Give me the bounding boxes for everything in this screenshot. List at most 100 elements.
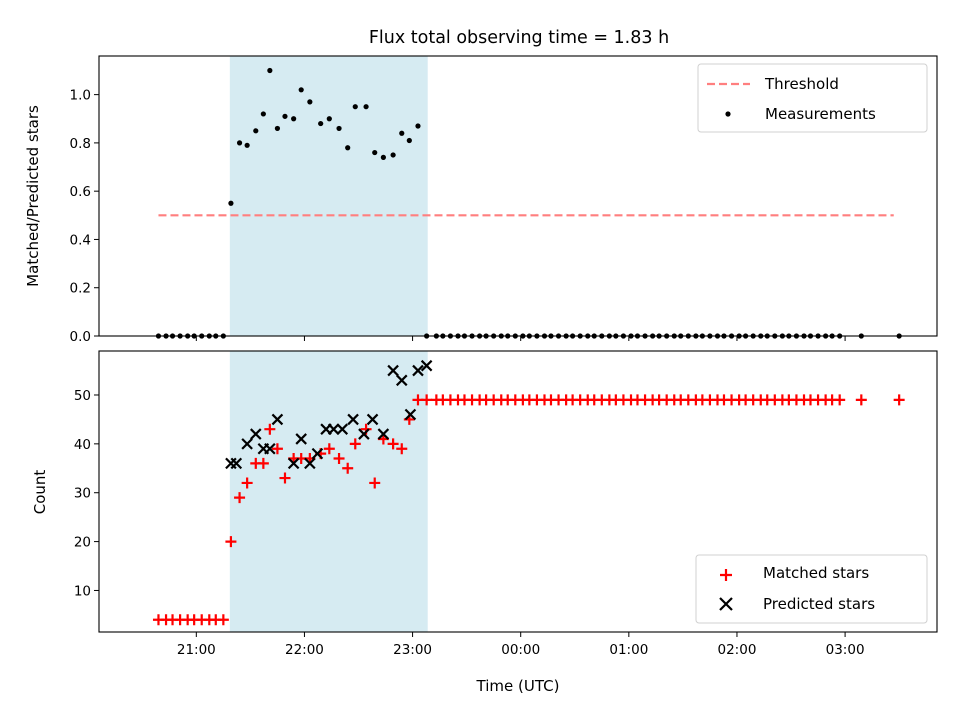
matched-star-marker	[323, 443, 335, 455]
predicted-star-marker	[404, 408, 417, 421]
matched-star-marker	[264, 423, 276, 435]
x-tick-label: 01:00	[609, 642, 648, 658]
predicted-star-marker	[295, 433, 307, 445]
predicted-star-marker	[287, 457, 300, 470]
measurement-point	[372, 149, 378, 156]
y-tick-label: 0.2	[70, 281, 91, 297]
chart-title: Flux total observing time = 1.83 h	[369, 28, 669, 48]
legend-predicted-label: Predicted stars	[763, 595, 875, 613]
legend-threshold-label: Threshold	[764, 75, 839, 93]
measurement-point	[415, 123, 421, 129]
y-tick-label: 0.0	[70, 329, 91, 345]
measurement-point	[399, 130, 405, 136]
matched-star-marker	[834, 394, 846, 406]
matched-star-marker	[349, 438, 361, 450]
predicted-star-marker	[327, 423, 340, 435]
measurement-point	[406, 137, 412, 144]
y-tick-label: 0.6	[70, 184, 91, 200]
top-panel: 0.0 0.2 0.4 0.6 0.8 1.0 Matched/Predicted sta…	[24, 55, 938, 345]
measurement-point	[352, 104, 358, 110]
measurement-point	[282, 113, 288, 119]
top-panel-highlight	[229, 56, 428, 336]
measurement-point	[274, 125, 281, 132]
bottom-panel: 10 20 30 40 50 21:00 22:00 23:00 00:00 01:00 02:0…	[31, 350, 938, 695]
predicted-star-marker	[395, 374, 408, 387]
measurement-point	[228, 200, 234, 206]
bottom-y-axis-label: Count	[31, 470, 49, 515]
measurement-point	[267, 67, 273, 74]
measurement-point	[291, 116, 297, 122]
bottom-legend-frame	[695, 554, 928, 624]
bottom-panel-highlight	[229, 351, 428, 632]
x-tick-label: 02:00	[718, 642, 757, 658]
matched-star-marker	[421, 394, 433, 406]
predicted-star-marker	[271, 413, 284, 426]
measurement-point	[380, 154, 386, 160]
top-legend-frame	[697, 63, 928, 133]
top-legend: Threshold Measurements	[697, 63, 928, 133]
matched-star-marker	[855, 394, 867, 406]
predicted-star-marker	[366, 413, 379, 426]
measurement-point	[298, 87, 304, 93]
matched-star-marker	[342, 462, 354, 474]
predicted-star-marker	[387, 364, 399, 377]
matched-star-marker	[241, 477, 253, 489]
bottom-panel-frame	[98, 350, 938, 633]
matched-star-marker	[396, 443, 408, 455]
measurement-point	[345, 145, 351, 151]
top-panel-frame	[98, 55, 938, 337]
predicted-star-marker	[347, 413, 359, 426]
matched-star-marker	[271, 443, 283, 455]
y-tick-label: 20	[74, 535, 91, 551]
measurement-point	[236, 140, 243, 146]
predicted-star-marker	[241, 438, 253, 450]
y-tick-label: 10	[74, 583, 91, 599]
matched-star-marker	[387, 438, 399, 450]
bottom-legend: Matched stars Predicted stars	[695, 554, 928, 624]
x-tick-label: 23:00	[393, 642, 432, 658]
measurement-point	[336, 125, 342, 132]
top-y-axis-label: Matched/Predicted stars	[24, 105, 42, 287]
predicted-star-marker	[311, 447, 324, 460]
x-tick-label: 03:00	[826, 642, 865, 658]
y-tick-label: 30	[74, 486, 91, 502]
measurement-point	[244, 142, 250, 148]
x-tick-label: 22:00	[285, 642, 324, 658]
y-tick-label: 40	[74, 437, 91, 453]
predicted-star-marker	[264, 442, 276, 455]
matched-star-marker	[369, 477, 381, 489]
matched-star-marker	[217, 614, 229, 626]
measurement-point	[307, 99, 313, 105]
predicted-star-marker	[250, 428, 262, 440]
measurement-point	[390, 152, 396, 158]
predicted-star-marker	[336, 423, 349, 435]
matched-star-marker	[257, 457, 269, 469]
predicted-star-marker	[304, 457, 316, 470]
legend-matched-marker	[720, 569, 732, 581]
predicted-star-marker	[230, 457, 243, 470]
legend-measurements-marker	[725, 111, 731, 117]
legend-predicted-marker	[719, 597, 733, 611]
measurement-point	[363, 104, 369, 110]
measurement-point	[318, 120, 324, 127]
matched-star-marker	[333, 453, 345, 465]
measurement-point	[326, 116, 332, 122]
legend-measurements-label: Measurements	[765, 105, 876, 123]
predicted-star-marker	[412, 364, 424, 377]
y-tick-label: 50	[74, 388, 91, 404]
matched-star-marker	[225, 536, 237, 548]
measurement-point	[260, 111, 266, 117]
predicted-star-marker	[358, 428, 370, 440]
measurement-point	[253, 128, 259, 134]
y-tick-label: 0.4	[70, 232, 91, 248]
matched-star-marker	[893, 394, 905, 406]
y-tick-label: 1.0	[70, 88, 91, 104]
x-axis-label: Time (UTC)	[476, 677, 560, 695]
matched-star-marker	[234, 492, 246, 504]
legend-matched-label: Matched stars	[763, 564, 869, 582]
predicted-star-marker	[420, 359, 433, 372]
y-tick-label: 0.8	[70, 136, 91, 152]
matched-star-marker	[279, 472, 291, 484]
x-tick-label: 21:00	[177, 642, 216, 658]
